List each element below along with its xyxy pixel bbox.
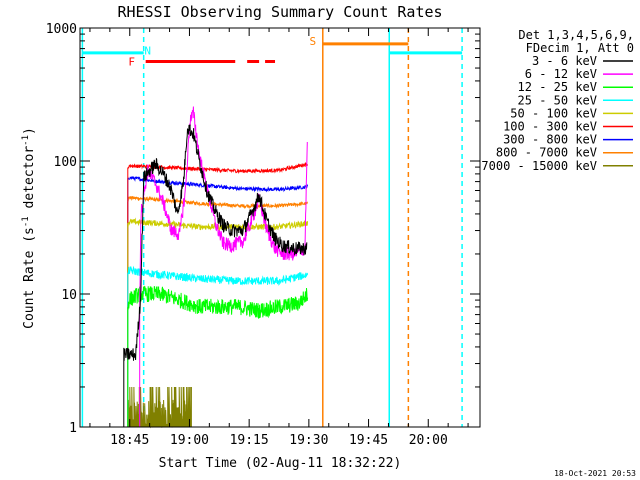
x-tick-label: 19:45 (349, 433, 388, 448)
y-axis-label-sup2: -1 (21, 135, 31, 146)
legend-label: 50 - 100 keV (510, 106, 597, 120)
flag-segments: N S F (82, 35, 463, 68)
legend-label: 25 - 50 keV (518, 93, 597, 107)
footer-timestamp: 18-Oct-2021 20:53 (554, 469, 636, 478)
y-axis-label-sup1: -1 (21, 216, 31, 227)
series-line-25-50kev (127, 265, 309, 427)
x-tick-label: 18:45 (110, 433, 149, 448)
series-line-7000-15000kev (127, 386, 192, 429)
x-tick-label: 20:00 (409, 433, 448, 448)
x-tick-label: 19:15 (230, 433, 269, 448)
y-axis-label: Count Rate (s-1 detector-1) (21, 127, 37, 329)
x-axis-label: Start Time (02-Aug-11 18:32:22) (159, 456, 402, 471)
y-tick-label: 10 (61, 288, 77, 303)
legend-label: 300 - 800 keV (503, 133, 597, 147)
series-line-6-12kev (139, 106, 308, 427)
legend-label: 6 - 12 keV (525, 67, 597, 81)
axes: 18:45 19:00 19:15 19:30 19:45 20:00 1 10 100 1000 (46, 22, 480, 448)
y-tick-label: 1 (69, 421, 77, 436)
x-tick-label: 19:00 (170, 433, 209, 448)
legend-label: 12 - 25 keV (518, 80, 597, 94)
x-tick-label: 19:30 (289, 433, 328, 448)
legend-label: 7000 - 15000 keV (481, 159, 597, 173)
legend-header-line2: FDecim 1, Att 0 (526, 41, 634, 55)
series-line-3-6kev (123, 124, 308, 427)
plot-frame (79, 27, 481, 428)
legend-header-line1: Det 1,3,4,5,6,9, (518, 28, 634, 42)
vertical-marker-lines (81, 28, 463, 427)
legend-label: 800 - 7000 keV (496, 146, 597, 160)
series-line-800-7000kev (127, 195, 309, 427)
y-axis-label-end: ) (22, 127, 37, 135)
y-tick-label: 1000 (46, 22, 77, 37)
flag-label: N (144, 44, 151, 57)
flag-label: S (310, 35, 317, 48)
chart-title: RHESSI Observing Summary Count Rates (117, 3, 442, 21)
series-lines (123, 106, 309, 429)
series-line-12-25kev (127, 285, 309, 427)
y-axis-label-mid: detector (22, 146, 37, 217)
flag-label: F (128, 55, 135, 68)
legend-label: 100 - 300 keV (503, 120, 597, 134)
series-line-300-800kev (127, 175, 309, 427)
legend-label: 3 - 6 keV (532, 54, 597, 68)
y-tick-label: 100 (54, 155, 77, 170)
y-axis-label-main: Count Rate (s (22, 227, 37, 329)
legend: Det 1,3,4,5,6,9, FDecim 1, Att 0 3 - 6 k… (481, 28, 634, 173)
